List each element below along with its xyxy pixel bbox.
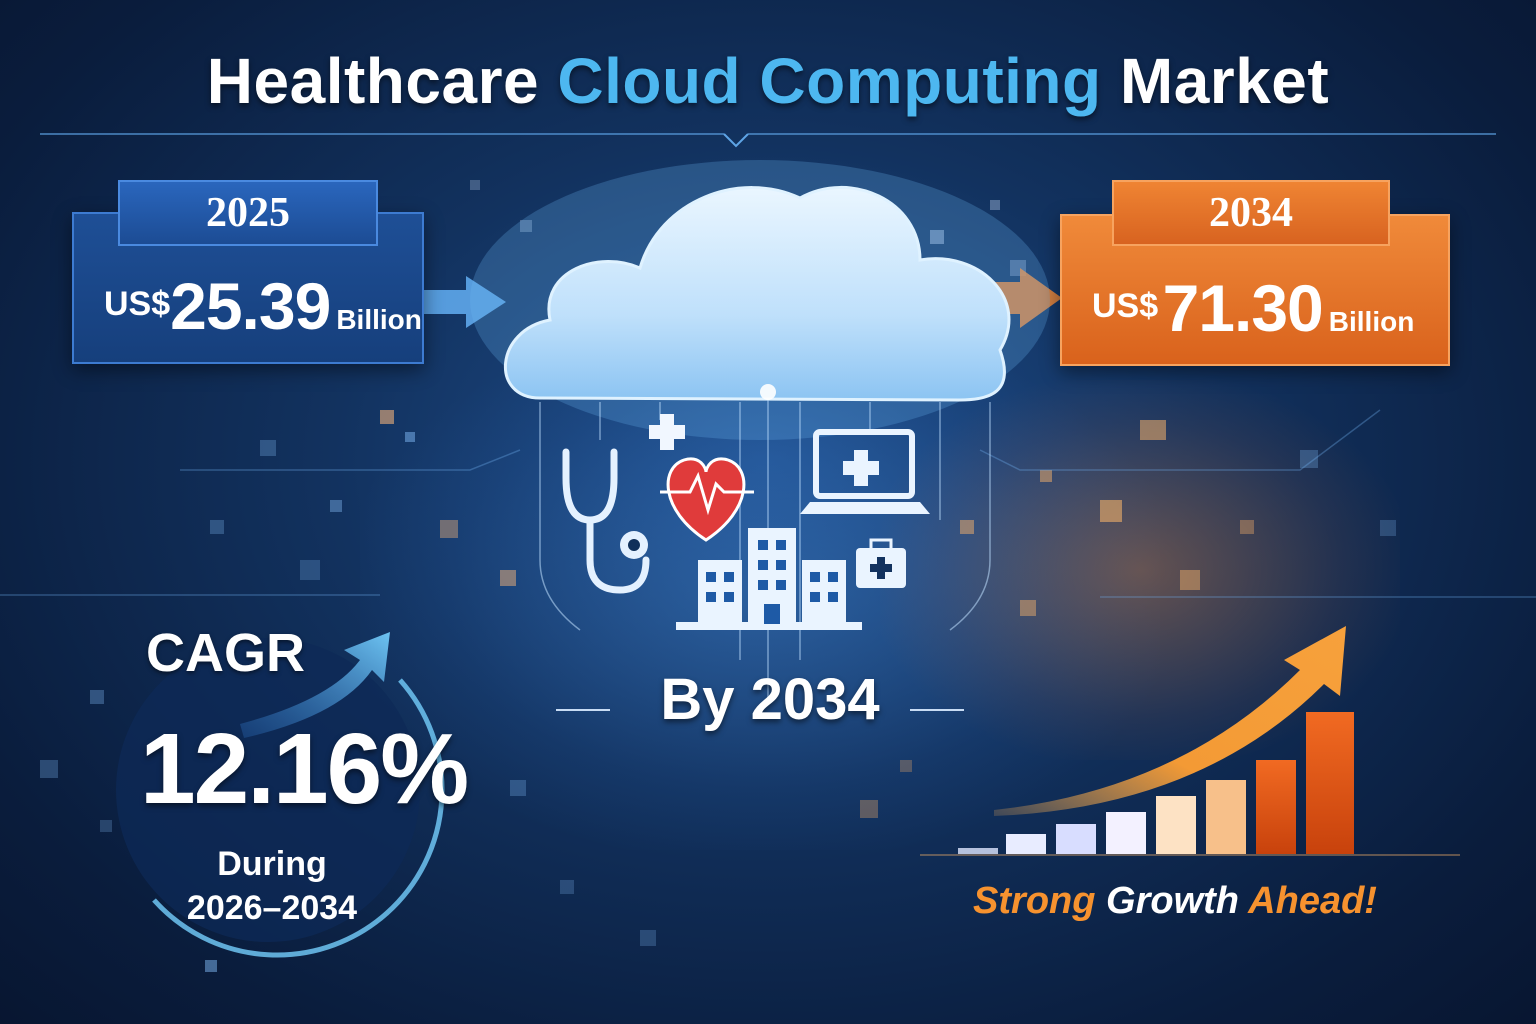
market-2034-box: 2034 US$ 71.30 Billion bbox=[1060, 180, 1450, 366]
title-part-market: Market bbox=[1119, 45, 1330, 117]
laptop-medical-icon bbox=[800, 429, 930, 514]
cagr-label: CAGR bbox=[146, 623, 305, 683]
market-2025-value: 25.39 bbox=[170, 269, 331, 343]
bar-chart-icon bbox=[958, 626, 1354, 854]
cagr-value: 12.16% bbox=[140, 713, 469, 825]
currency-label: US$ bbox=[104, 285, 171, 323]
market-2025-box: 2025 US$25.39 Billion bbox=[72, 180, 424, 364]
currency-label: US$ bbox=[1092, 287, 1159, 325]
market-2034-amount: US$ 71.30 Billion bbox=[1092, 270, 1414, 346]
hospital-icon bbox=[676, 528, 862, 630]
stethoscope-icon bbox=[562, 448, 650, 594]
by-2034-label: By 2034 bbox=[660, 667, 880, 732]
title-part-cloud-computing: Cloud Computing bbox=[557, 45, 1102, 117]
unit-label: Billion bbox=[1328, 306, 1415, 337]
market-2025-amount: US$25.39 Billion bbox=[104, 268, 422, 344]
tagline-word-strong: Strong bbox=[973, 880, 1096, 922]
year-2034-label: 2034 bbox=[1112, 180, 1390, 246]
tagline-word-growth: Growth bbox=[1106, 880, 1240, 922]
arrow-left-to-cloud bbox=[420, 276, 506, 328]
market-2034-value: 71.30 bbox=[1162, 271, 1324, 345]
medical-cross-icon bbox=[649, 414, 685, 450]
cagr-period: During 2026–2034 bbox=[150, 842, 394, 930]
cloud-connectors bbox=[539, 400, 991, 700]
title-divider bbox=[40, 133, 1496, 148]
bokeh-squares bbox=[40, 180, 1396, 972]
page-title: Healthcare Cloud Computing Market bbox=[0, 44, 1536, 118]
tagline: Strong Growth Ahead! bbox=[940, 880, 1410, 923]
cagr-period-line2: 2026–2034 bbox=[186, 889, 358, 927]
title-part-healthcare: Healthcare bbox=[206, 45, 540, 117]
circuit-lines bbox=[0, 409, 1536, 856]
year-2025-label: 2025 bbox=[118, 180, 378, 246]
unit-label: Billion bbox=[336, 304, 422, 335]
cagr-period-line1: During bbox=[217, 845, 327, 883]
cagr-ring bbox=[116, 638, 445, 958]
heart-pulse-icon bbox=[660, 457, 754, 542]
medical-kit-icon bbox=[856, 538, 906, 588]
cloud-icon bbox=[470, 160, 1050, 440]
growth-arrow-icon bbox=[240, 632, 390, 738]
tagline-word-ahead: Ahead! bbox=[1248, 880, 1377, 922]
